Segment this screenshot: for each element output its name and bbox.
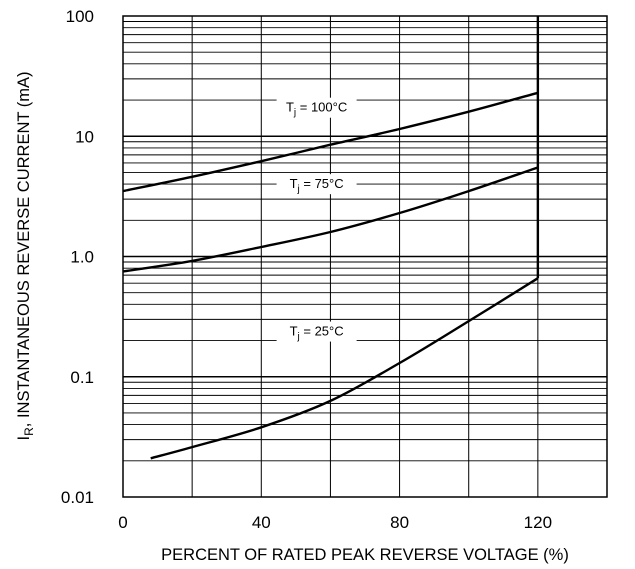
tick-labels: 0 40 80 120 0.01 0.1 1.0 10 100 [61, 7, 552, 532]
series-label-backing [276, 97, 357, 118]
series-labels: Tj = 100°C Tj = 75°C Tj = 25°C [276, 97, 357, 343]
x-tick-label: 80 [390, 513, 409, 532]
y-tick-label: 1.0 [70, 248, 94, 267]
series-label-backing [276, 321, 357, 342]
y-axis-title: IR, INSTANTANEOUS REVERSE CURRENT (mA) [15, 72, 36, 441]
x-axis-title: PERCENT OF RATED PEAK REVERSE VOLTAGE (%… [161, 546, 569, 564]
y-tick-label: 0.1 [70, 368, 94, 387]
y-tick-label: 10 [75, 127, 94, 146]
y-axis-title-sub: R [22, 427, 36, 436]
series-line-0 [122, 91, 539, 193]
series-line-2 [150, 277, 539, 460]
grid [123, 16, 607, 497]
series-label-backing [276, 174, 357, 195]
x-tick-label: 40 [252, 513, 271, 532]
x-tick-label: 0 [118, 513, 127, 532]
y-tick-label: 0.01 [61, 488, 94, 507]
y-tick-label: 100 [66, 7, 94, 26]
plot-frame [122, 15, 608, 498]
y-axis-title-rest: , INSTANTANEOUS REVERSE CURRENT (mA) [15, 72, 33, 428]
x-tick-label: 120 [524, 513, 552, 532]
curves [122, 16, 540, 460]
y-axis-title-main: I [15, 436, 33, 441]
series-label-2: Tj = 25°C [290, 324, 344, 343]
series-label-0: Tj = 100°C [286, 100, 347, 119]
series-label-1: Tj = 75°C [290, 176, 344, 195]
series-line-1 [122, 166, 539, 273]
